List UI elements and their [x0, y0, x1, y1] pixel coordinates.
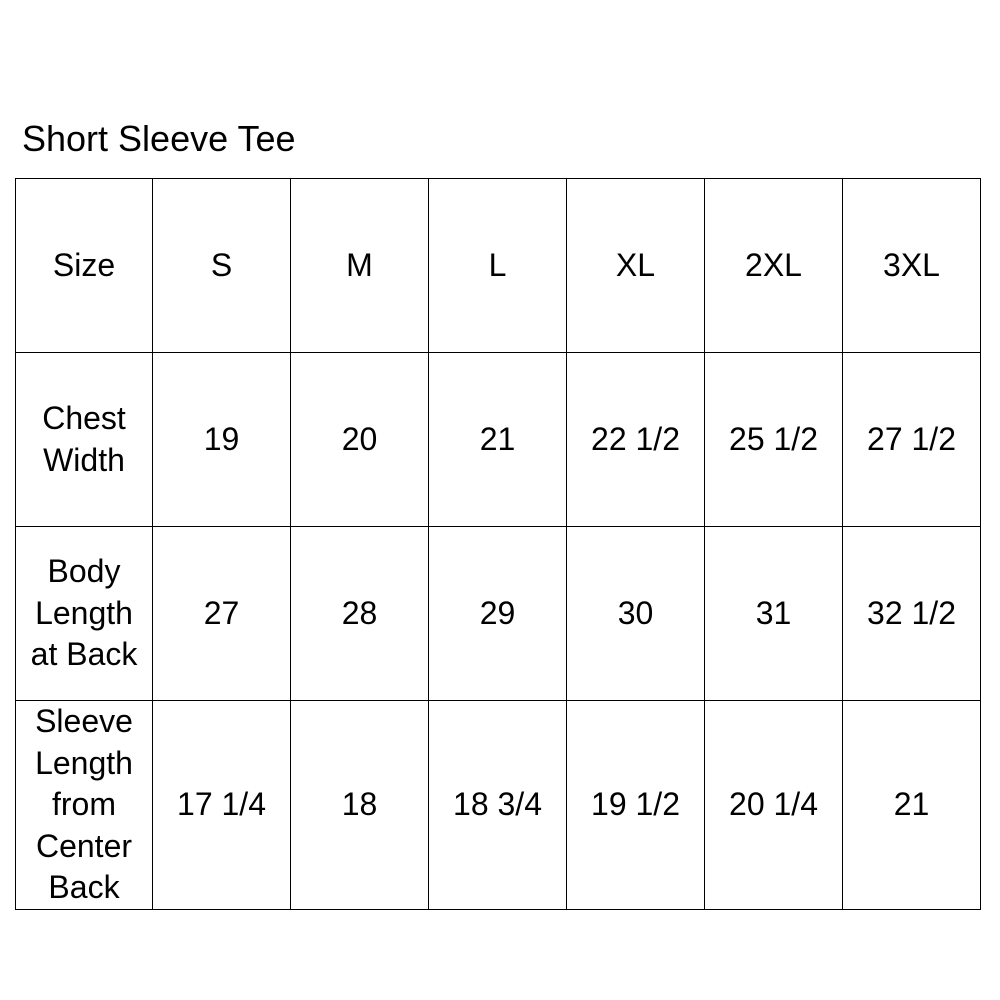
cell-chest-width-3xl: 27 1/2 — [842, 352, 981, 527]
column-header-m: M — [290, 178, 429, 353]
cell-body-length-s: 27 — [152, 526, 291, 701]
table-row-sleeve-length: Sleeve Length from Center Back 17 1/4 18… — [15, 700, 981, 910]
cell-chest-width-m: 20 — [290, 352, 429, 527]
column-header-2xl: 2XL — [704, 178, 843, 353]
cell-sleeve-length-3xl: 21 — [842, 700, 981, 910]
cell-body-length-xl: 30 — [566, 526, 705, 701]
cell-chest-width-l: 21 — [428, 352, 567, 527]
page-title: Short Sleeve Tee — [22, 118, 296, 159]
row-label-sleeve-length: Sleeve Length from Center Back — [15, 700, 153, 910]
table-row-chest-width: Chest Width 19 20 21 22 1/2 25 1/2 27 1/… — [15, 352, 981, 527]
cell-sleeve-length-xl: 19 1/2 — [566, 700, 705, 910]
table-header-row: Size S M L XL 2XL 3XL — [15, 178, 981, 353]
cell-sleeve-length-s: 17 1/4 — [152, 700, 291, 910]
cell-chest-width-xl: 22 1/2 — [566, 352, 705, 527]
cell-body-length-2xl: 31 — [704, 526, 843, 701]
cell-sleeve-length-m: 18 — [290, 700, 429, 910]
row-label-body-length: Body Length at Back — [15, 526, 153, 701]
size-chart-table: Size S M L XL 2XL 3XL Chest Width 19 20 … — [15, 178, 981, 910]
table-row-body-length: Body Length at Back 27 28 29 30 31 32 1/… — [15, 526, 981, 701]
cell-chest-width-s: 19 — [152, 352, 291, 527]
cell-body-length-m: 28 — [290, 526, 429, 701]
cell-sleeve-length-l: 18 3/4 — [428, 700, 567, 910]
column-header-s: S — [152, 178, 291, 353]
cell-chest-width-2xl: 25 1/2 — [704, 352, 843, 527]
row-label-chest-width: Chest Width — [15, 352, 153, 527]
column-header-size: Size — [15, 178, 153, 353]
column-header-l: L — [428, 178, 567, 353]
cell-body-length-l: 29 — [428, 526, 567, 701]
cell-sleeve-length-2xl: 20 1/4 — [704, 700, 843, 910]
column-header-3xl: 3XL — [842, 178, 981, 353]
column-header-xl: XL — [566, 178, 705, 353]
cell-body-length-3xl: 32 1/2 — [842, 526, 981, 701]
